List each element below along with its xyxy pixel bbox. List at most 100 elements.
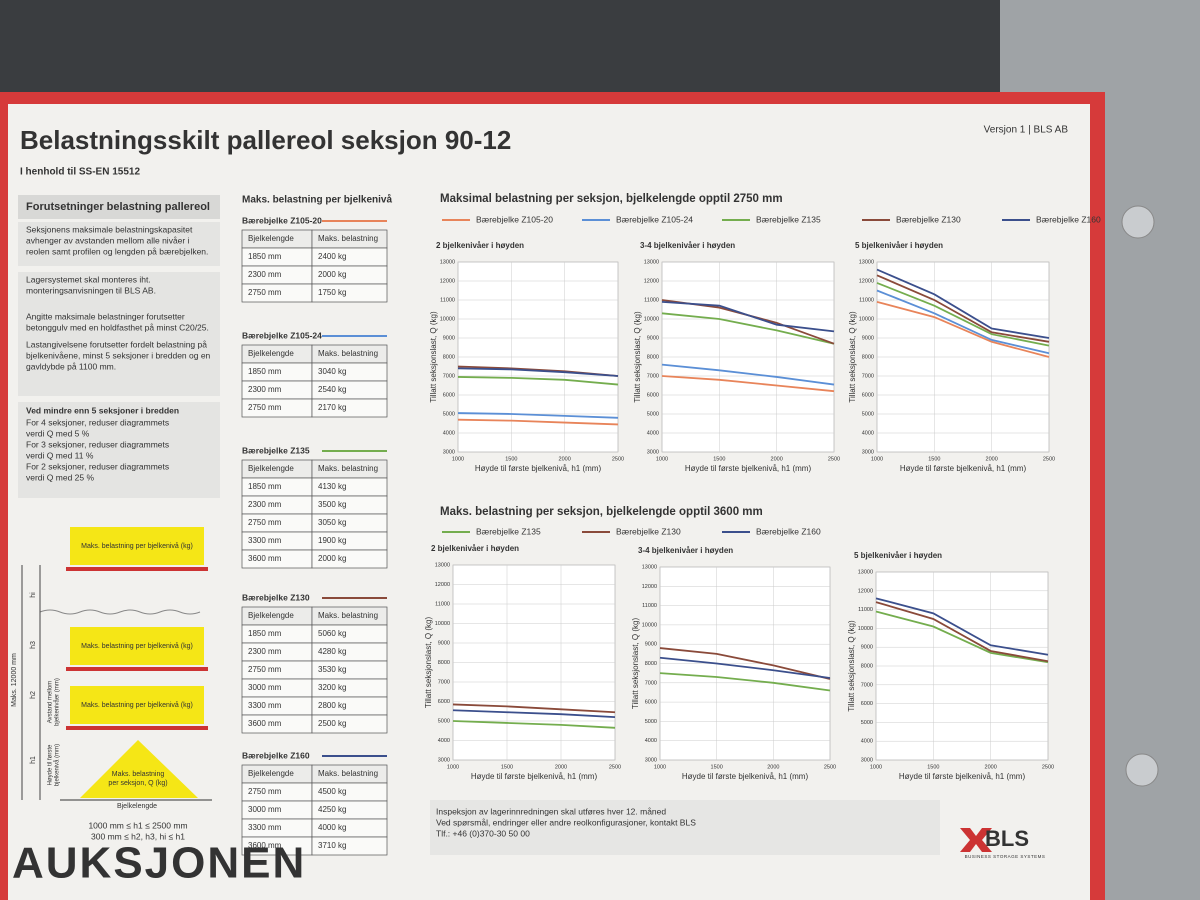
y-tick-label: 10000 bbox=[435, 621, 450, 627]
x-axis-label: Høyde til første bjelkenivå, h1 (mm) bbox=[899, 772, 1026, 781]
text: Bærebjelke Z160 bbox=[242, 750, 310, 760]
text: 2000 kg bbox=[318, 554, 346, 563]
text: verdi Q med 11 % bbox=[26, 450, 94, 460]
y-tick-label: 13000 bbox=[644, 259, 659, 265]
y-axis-label: Tillatt seksjonslast, Q (kg) bbox=[424, 617, 433, 709]
text: Maks. 12000 mm bbox=[11, 653, 18, 707]
text: h1 bbox=[30, 756, 37, 764]
series-line bbox=[457, 412, 619, 419]
logo-mark bbox=[960, 828, 992, 852]
y-tick-label: 6000 bbox=[443, 392, 455, 398]
x-axis-label: Høyde til første bjelkenivå, h1 (mm) bbox=[475, 464, 602, 473]
text: 3000 mm bbox=[248, 683, 282, 692]
y-tick-label: 11000 bbox=[858, 607, 873, 613]
text: Høyde til første bbox=[48, 744, 54, 785]
y-tick-label: 6000 bbox=[862, 392, 874, 398]
table-cell bbox=[311, 836, 388, 856]
y-tick-label: 5000 bbox=[438, 718, 450, 724]
y-tick-label: 6000 bbox=[647, 392, 659, 398]
y-tick-label: 5000 bbox=[647, 411, 659, 417]
beam bbox=[66, 667, 208, 671]
text: 4250 kg bbox=[318, 805, 346, 814]
x-tick-label: 1000 bbox=[870, 764, 882, 770]
series-line bbox=[457, 376, 619, 386]
text: monteringsanvisningen til BLS AB. bbox=[26, 285, 156, 295]
x-tick-label: 2000 bbox=[559, 456, 571, 462]
text: 3-4 bjelkenivåer i høyden bbox=[638, 546, 733, 555]
y-tick-label: 8000 bbox=[861, 663, 873, 669]
series-line bbox=[876, 301, 1050, 358]
panel bbox=[18, 272, 220, 396]
panel bbox=[18, 222, 220, 266]
text: hi bbox=[30, 592, 37, 598]
y-tick-label: 12000 bbox=[642, 584, 657, 590]
text: 4130 kg bbox=[318, 482, 346, 491]
y-tick-label: 13000 bbox=[859, 259, 874, 265]
text: 2000 kg bbox=[318, 270, 346, 279]
y-tick-label: 5000 bbox=[862, 411, 874, 417]
text: Forutsetninger belastning pallereol bbox=[26, 201, 210, 213]
text: 2 bjelkenivåer i høyden bbox=[431, 544, 519, 553]
text: 2750 mm bbox=[248, 518, 282, 527]
series-line bbox=[659, 672, 831, 692]
load-box bbox=[70, 527, 204, 565]
x-axis-label: Høyde til første bjelkenivå, h1 (mm) bbox=[685, 464, 812, 473]
text: 3050 kg bbox=[318, 518, 346, 527]
text: 4500 kg bbox=[318, 787, 346, 796]
x-tick-label: 1000 bbox=[656, 456, 668, 462]
y-tick-label: 4000 bbox=[861, 739, 873, 745]
text: For 4 seksjoner, reduser diagrammets bbox=[26, 417, 169, 427]
text: 300 mm ≤ h2, h3, hi ≤ h1 bbox=[91, 831, 185, 841]
x-tick-label: 2500 bbox=[612, 456, 624, 462]
y-tick-label: 8000 bbox=[645, 661, 657, 667]
y-tick-label: 8000 bbox=[647, 354, 659, 360]
x-tick-label: 1500 bbox=[927, 764, 939, 770]
text: Bjelkelengde bbox=[248, 769, 294, 778]
y-tick-label: 3000 bbox=[647, 449, 659, 455]
y-tick-label: 9000 bbox=[645, 642, 657, 648]
text: Maks. belastning per bjelkenivå (kg) bbox=[81, 542, 193, 550]
text: 5060 kg bbox=[318, 629, 346, 638]
y-tick-label: 8000 bbox=[438, 660, 450, 666]
text: Bjelkelengde bbox=[248, 464, 294, 473]
load-box bbox=[70, 627, 204, 665]
table-cell bbox=[311, 714, 388, 734]
text: Bærebjelke Z160 bbox=[756, 526, 821, 536]
text: Maks. belastning per bjelkenivå (kg) bbox=[81, 642, 193, 650]
text: verdi Q med 25 % bbox=[26, 472, 94, 482]
y-tick-label: 11000 bbox=[642, 603, 657, 609]
text: Bærebjelke Z105-24 bbox=[616, 214, 693, 224]
series-line bbox=[659, 656, 831, 679]
text: 2750 mm bbox=[248, 288, 282, 297]
y-tick-label: 7000 bbox=[438, 679, 450, 685]
text: Bærebjelke Z135 bbox=[476, 526, 541, 536]
y-tick-label: 3000 bbox=[645, 757, 657, 763]
x-tick-label: 2000 bbox=[986, 456, 998, 462]
text: Bærebjelke Z160 bbox=[1036, 214, 1101, 224]
text: bjelkenivåer (mm) bbox=[54, 678, 61, 726]
y-tick-label: 6000 bbox=[438, 699, 450, 705]
x-tick-label: 1500 bbox=[505, 456, 517, 462]
text: For 2 seksjoner, reduser diagrammets bbox=[26, 461, 169, 471]
text: Bjelkelengde bbox=[248, 234, 294, 243]
text: 3600 mm bbox=[248, 719, 282, 728]
y-tick-label: 10000 bbox=[440, 316, 455, 322]
y-axis-label: Tillatt seksjonslast, Q (kg) bbox=[848, 311, 857, 403]
text: Seksjonens maksimale belastningskapasite… bbox=[26, 224, 193, 234]
x-tick-label: 1500 bbox=[501, 764, 513, 770]
y-tick-label: 7000 bbox=[862, 373, 874, 379]
text: 2300 mm bbox=[248, 385, 282, 394]
x-tick-label: 1500 bbox=[711, 764, 723, 770]
y-tick-label: 13000 bbox=[440, 259, 455, 265]
x-tick-label: 2000 bbox=[555, 764, 567, 770]
text: 5 bjelkenivåer i høyden bbox=[854, 551, 942, 560]
x-axis-label: Høyde til første bjelkenivå, h1 (mm) bbox=[900, 464, 1027, 473]
text: 2500 kg bbox=[318, 719, 346, 728]
panel bbox=[18, 402, 220, 498]
y-tick-label: 11000 bbox=[440, 297, 455, 303]
text: Bærebjelke Z130 bbox=[616, 526, 681, 536]
x-tick-label: 1000 bbox=[452, 456, 464, 462]
y-tick-label: 7000 bbox=[647, 373, 659, 379]
y-tick-label: 5000 bbox=[645, 719, 657, 725]
text: Maksimal belastning per seksjon, bjelkel… bbox=[440, 193, 783, 205]
